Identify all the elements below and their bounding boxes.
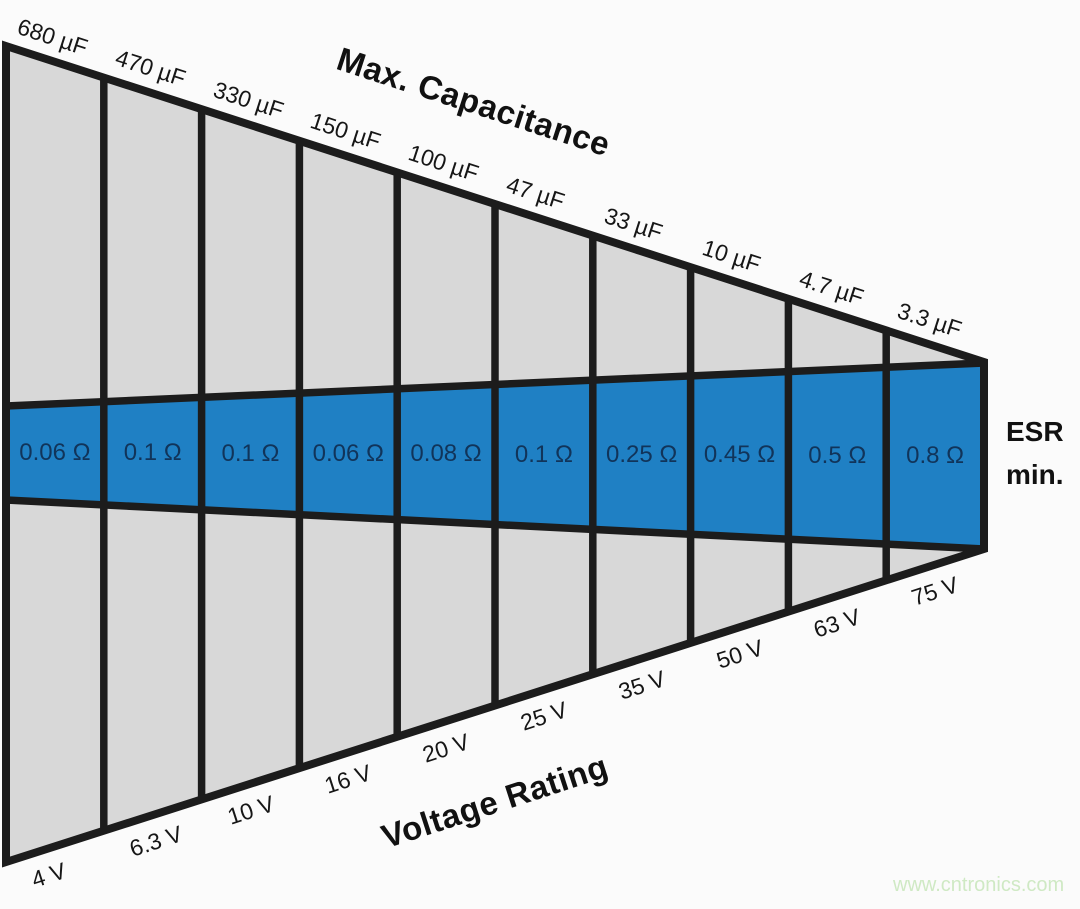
- esr-value: 0.1 Ω: [221, 439, 280, 467]
- esr-value: 0.25 Ω: [606, 440, 678, 468]
- esr-value: 0.1 Ω: [123, 439, 182, 467]
- esr-min-label: ESR min.: [1006, 410, 1064, 496]
- esr-value: 0.45 Ω: [703, 441, 776, 469]
- esr-min-line1: ESR: [1006, 416, 1064, 447]
- esr-value: 0.8 Ω: [906, 441, 965, 469]
- wedge-outline: [2, 40, 988, 868]
- esr-min-line2: min.: [1006, 459, 1064, 490]
- esr-value: 0.06 Ω: [19, 439, 91, 467]
- esr-value: 0.08 Ω: [410, 440, 482, 468]
- esr-value: 0.5 Ω: [808, 441, 867, 469]
- watermark-text: www.cntronics.com: [893, 874, 1065, 896]
- esr-value: 0.1 Ω: [514, 440, 573, 468]
- esr-value: 0.06 Ω: [312, 440, 384, 468]
